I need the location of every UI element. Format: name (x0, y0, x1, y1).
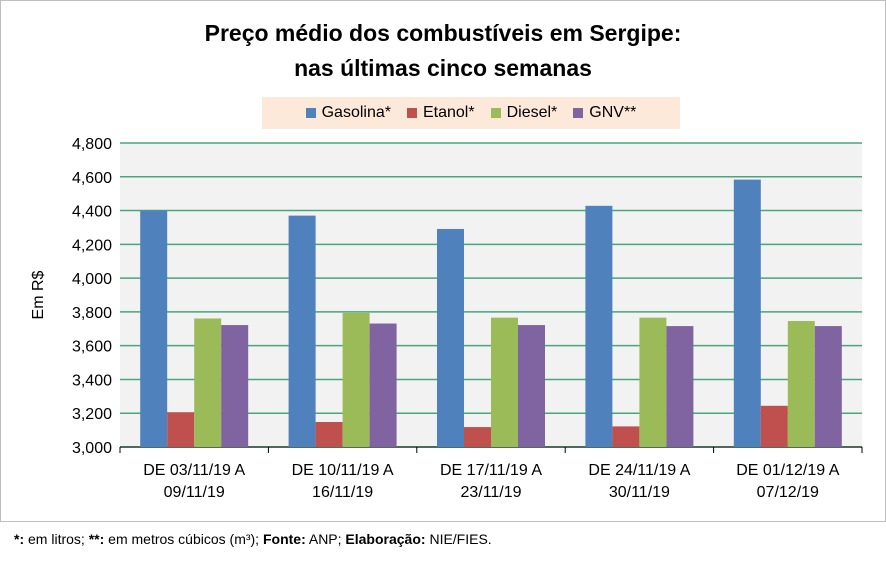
bar-gnv (369, 323, 397, 447)
bar-gnv (221, 325, 249, 447)
bar-etanol (760, 405, 788, 447)
bar-diesel (194, 318, 222, 447)
y-tick-label: 3,600 (72, 339, 112, 356)
x-tick-label: 07/12/19 (757, 484, 819, 501)
y-tick-label: 4,400 (72, 204, 112, 221)
bar-gasolina (288, 215, 316, 447)
x-tick-label: DE 17/11/19 A (440, 462, 542, 479)
y-tick-label: 4,200 (72, 237, 112, 254)
x-tick-label: DE 10/11/19 A (292, 462, 394, 479)
footnote-m3: em metros cúbicos (m³); (104, 531, 263, 547)
bar-gasolina (140, 210, 168, 447)
bar-gnv (666, 326, 694, 447)
bar-etanol (167, 412, 195, 447)
legend-label: Etanol* (422, 104, 475, 121)
x-tick-label: 30/11/19 (609, 484, 670, 501)
footnote-author-label: Elaboração: (345, 531, 426, 547)
chart-svg: 3,000 3,200 3,400 3,600 3,800 4,000 4,200 4,400… (30, 136, 863, 501)
footnote: *: em litros; **: em metros cúbicos (m³)… (14, 531, 492, 547)
chart-subtitle: nas últimas cinco semanas (294, 55, 592, 81)
footnote-mark1: *: (14, 531, 25, 547)
footnote-mark2: **: (88, 531, 105, 547)
y-tick-label: 4,000 (72, 271, 112, 288)
bar-diesel (787, 321, 815, 447)
legend-label: Gasolina* (321, 104, 391, 121)
bar-gnv (814, 326, 842, 447)
bar-diesel (342, 312, 370, 447)
y-tick-label: 4,600 (72, 170, 112, 187)
x-tick-label: DE 24/11/19 A (588, 462, 690, 479)
x-tick-label: DE 03/11/19 A (143, 462, 245, 479)
legend-item: GNV** (573, 104, 636, 122)
y-tick-label: 4,800 (72, 136, 112, 153)
legend-swatch (305, 108, 316, 118)
y-axis-label: Em R$ (30, 270, 47, 319)
x-tick-label: 09/11/19 (164, 484, 225, 501)
bar-etanol (464, 427, 491, 447)
y-tick-label: 3,400 (72, 372, 112, 389)
bar-diesel (491, 317, 518, 447)
bar-gasolina (585, 205, 613, 447)
y-tick-label: 3,200 (72, 406, 112, 423)
x-tick-label: 16/11/19 (312, 484, 373, 501)
legend: Gasolina* Etanol* Diesel* GNV** (262, 97, 680, 129)
legend-item: Gasolina* (305, 104, 391, 122)
legend-item: Diesel* (490, 104, 558, 122)
bar-gasolina (437, 228, 464, 447)
legend-swatch (406, 108, 417, 118)
footnote-source: ANP; (305, 531, 346, 547)
y-tick-label: 3,000 (72, 440, 112, 457)
bar-gasolina (733, 179, 761, 447)
bar-diesel (639, 317, 667, 447)
x-tick-label: DE 01/12/19 A (736, 462, 840, 479)
chart-title: Preço médio dos combustíveis em Sergipe: (204, 20, 682, 46)
x-tick-label: 23/11/19 (460, 484, 521, 501)
y-tick-label: 3,800 (72, 305, 112, 322)
bar-etanol (315, 422, 343, 447)
legend-item: Etanol* (406, 104, 475, 122)
footnote-liters: em litros; (24, 531, 89, 547)
footnote-author: NIE/FIES. (425, 531, 492, 547)
footnote-source-label: Fonte: (262, 531, 306, 547)
legend-swatch (573, 108, 584, 118)
bar-etanol (612, 426, 640, 447)
legend-label: Diesel* (506, 104, 558, 121)
legend-label: GNV** (589, 104, 637, 121)
bar-gnv (518, 325, 545, 447)
legend-swatch (490, 108, 501, 118)
